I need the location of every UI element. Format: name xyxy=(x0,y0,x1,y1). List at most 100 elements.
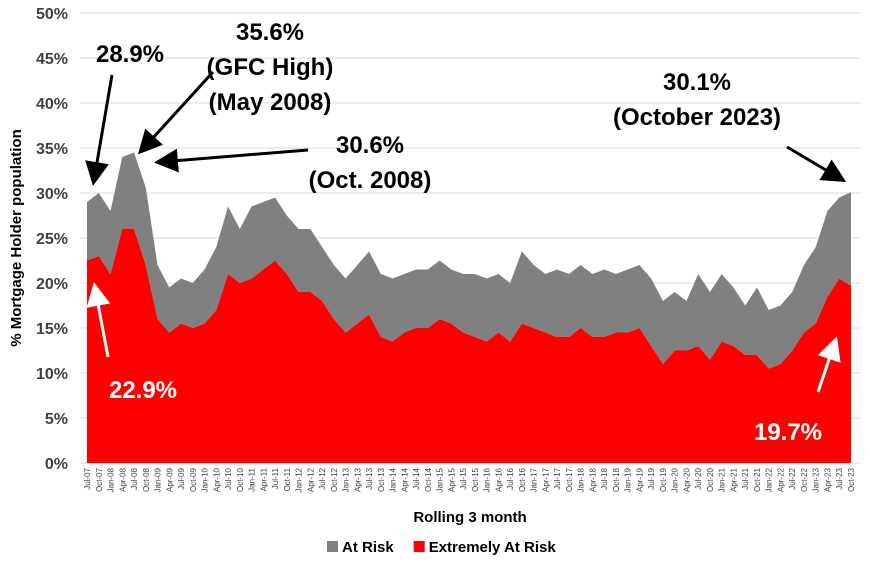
x-tick-label: Jul-08 xyxy=(130,467,139,489)
x-tick-label: Apr-15 xyxy=(447,467,456,492)
arrow xyxy=(786,145,847,183)
x-tick-label: Jan-16 xyxy=(483,467,492,492)
x-tick-label: Jan-09 xyxy=(154,467,163,492)
x-tick-label: Jan-12 xyxy=(295,467,304,492)
x-tick-label: Oct-11 xyxy=(283,467,292,491)
x-tick-label: Jul-20 xyxy=(694,467,703,489)
annotations: 28.9% 35.6% (GFC High) (May 2008) 30.6% … xyxy=(85,19,847,446)
x-tick-label: Apr-11 xyxy=(259,467,268,491)
x-axis-title: Rolling 3 month xyxy=(413,509,526,526)
x-tick-label: Oct-22 xyxy=(800,467,809,492)
x-tick-label: Jan-19 xyxy=(624,467,633,492)
x-tick-label: Apr-23 xyxy=(823,467,832,492)
arrow xyxy=(154,148,309,173)
x-tick-label: Apr-22 xyxy=(776,467,785,492)
legend: At Risk Extremely At Risk xyxy=(327,539,556,556)
x-tick-label: Oct-18 xyxy=(612,467,621,492)
x-tick-label: Oct-16 xyxy=(518,467,527,492)
x-tick-label: Jan-21 xyxy=(718,467,727,492)
x-tick-label: Jan-15 xyxy=(436,467,445,492)
y-tick-label: 10% xyxy=(36,366,68,383)
annotation: (Oct. 2008) xyxy=(309,167,432,194)
x-tick-label: Apr-21 xyxy=(729,467,738,492)
annotation: (May 2008) xyxy=(209,89,332,116)
x-tick-label: Jul-13 xyxy=(365,467,374,489)
y-tick-label: 20% xyxy=(36,276,68,293)
y-tick-label: 5% xyxy=(45,411,68,428)
annotation: 19.7% xyxy=(754,419,822,446)
x-tick-label: Apr-08 xyxy=(118,467,127,492)
annotation: 30.1% xyxy=(663,69,731,96)
y-tick-label: 35% xyxy=(36,141,68,158)
x-tick-label: Jan-22 xyxy=(765,467,774,492)
x-tick-label: Jan-11 xyxy=(248,467,257,491)
x-tick-label: Apr-16 xyxy=(494,467,503,492)
x-tick-label: Oct-10 xyxy=(236,467,245,492)
legend-label: Extremely At Risk xyxy=(429,539,557,556)
x-tick-label: Jul-09 xyxy=(177,467,186,489)
y-tick-label: 0% xyxy=(45,456,68,473)
arrow xyxy=(85,74,114,186)
y-tick-label: 15% xyxy=(36,321,68,338)
x-tick-label: Apr-17 xyxy=(541,467,550,492)
x-tick-label: Oct-21 xyxy=(753,467,762,492)
x-tick-label: Jul-22 xyxy=(788,467,797,489)
area xyxy=(87,152,851,369)
annotation: (October 2023) xyxy=(613,104,781,131)
x-tick-label: Jan-17 xyxy=(530,467,539,492)
annotation: 30.6% xyxy=(336,132,404,159)
arrow xyxy=(86,282,111,358)
legend-label: At Risk xyxy=(342,539,394,556)
x-tick-label: Jan-14 xyxy=(389,467,398,492)
y-tick-label: 50% xyxy=(36,6,68,23)
x-tick-label: Jul-07 xyxy=(83,467,92,489)
x-tick-label: Jul-12 xyxy=(318,467,327,489)
x-tick-label: Oct-12 xyxy=(330,467,339,492)
areas xyxy=(87,152,851,463)
annotation: (GFC High) xyxy=(207,54,334,81)
annotation: 28.9% xyxy=(96,41,164,68)
x-tick-label: Oct-08 xyxy=(142,467,151,492)
y-axis-title: % Mortgage Holder population xyxy=(8,129,25,347)
x-tick-label: Jul-23 xyxy=(835,467,844,489)
area xyxy=(87,229,851,463)
x-tick-label: Oct-19 xyxy=(659,467,668,492)
x-tick-label: Apr-20 xyxy=(682,467,691,492)
x-tick-label: Oct-09 xyxy=(189,467,198,492)
arrow xyxy=(137,70,215,155)
y-tick-label: 25% xyxy=(36,231,68,248)
x-tick-label: Apr-18 xyxy=(588,467,597,492)
y-tick-label: 40% xyxy=(36,96,68,113)
annotation: 35.6% xyxy=(236,19,304,46)
x-tick-label: Jan-13 xyxy=(342,467,351,492)
x-tick-label: Apr-10 xyxy=(212,467,221,492)
y-tick-label: 30% xyxy=(36,186,68,203)
arrow xyxy=(816,336,841,393)
x-tick-label: Oct-15 xyxy=(471,467,480,492)
x-tick-label: Jan-23 xyxy=(812,467,821,492)
x-tick-label: Jul-14 xyxy=(412,467,421,489)
x-tick-label: Jul-19 xyxy=(647,467,656,489)
x-tick-label: Apr-09 xyxy=(165,467,174,492)
y-tick-label: 45% xyxy=(36,51,68,68)
annotation: 22.9% xyxy=(109,377,177,404)
x-tick-label: Jul-11 xyxy=(271,467,280,489)
x-tick-label: Apr-13 xyxy=(353,467,362,492)
x-tick-label: Jul-18 xyxy=(600,467,609,489)
x-tick-label: Apr-14 xyxy=(400,467,409,492)
x-tick-label: Jul-16 xyxy=(506,467,515,489)
x-tick-label: Oct-14 xyxy=(424,467,433,492)
x-tick-label: Oct-07 xyxy=(95,467,104,492)
legend-swatch xyxy=(413,541,425,552)
x-tick-label: Jul-21 xyxy=(741,467,750,489)
x-tick-label: Apr-19 xyxy=(635,467,644,492)
x-tick-label: Jan-10 xyxy=(201,467,210,492)
legend-swatch xyxy=(327,541,338,552)
x-tick-label: Oct-20 xyxy=(706,467,715,492)
x-tick-label: Oct-23 xyxy=(847,467,856,492)
x-tick-label: Jan-20 xyxy=(671,467,680,492)
x-tick-label: Oct-17 xyxy=(565,467,574,492)
x-tick-label: Jul-17 xyxy=(553,467,562,489)
x-tick-label: Jan-18 xyxy=(577,467,586,492)
